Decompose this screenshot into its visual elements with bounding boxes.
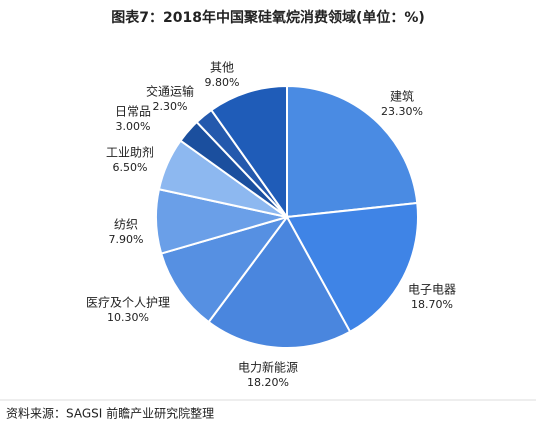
slice-label: 医疗及个人护理	[86, 296, 170, 310]
value-label: 2.30%	[153, 100, 188, 113]
value-label: 18.70%	[411, 298, 453, 311]
slice-label: 电子电器	[408, 283, 456, 297]
slice-label: 电力新能源	[238, 360, 298, 375]
value-label: 6.50%	[113, 161, 148, 174]
source: 资料来源：SAGSI 前瞻产业研究院整理	[6, 406, 214, 421]
value-label: 3.00%	[116, 120, 151, 133]
slice-label: 交通运输	[146, 84, 194, 99]
slice-label: 其他	[210, 61, 234, 75]
value-label: 7.90%	[109, 233, 144, 246]
slice-label: 工业助剂	[106, 145, 154, 160]
slice-label: 日常品	[115, 105, 151, 119]
chart-title: 图表7：2018年中国聚硅氧烷消费领域(单位：%)	[111, 9, 425, 26]
pie-slice	[285, 201, 419, 334]
pie-slice	[207, 215, 352, 349]
value-label: 23.30%	[381, 105, 423, 118]
slice-label: 建筑	[390, 89, 414, 104]
pie-slice	[159, 215, 290, 324]
value-label: 9.80%	[205, 76, 240, 89]
value-label: 18.20%	[247, 376, 289, 389]
pie-slice	[209, 84, 288, 221]
slice-label: 纺织	[114, 218, 138, 232]
pie-slice	[286, 84, 419, 219]
value-label: 10.30%	[107, 311, 149, 324]
